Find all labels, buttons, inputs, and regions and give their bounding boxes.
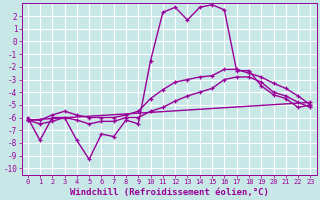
X-axis label: Windchill (Refroidissement éolien,°C): Windchill (Refroidissement éolien,°C)	[69, 188, 268, 197]
